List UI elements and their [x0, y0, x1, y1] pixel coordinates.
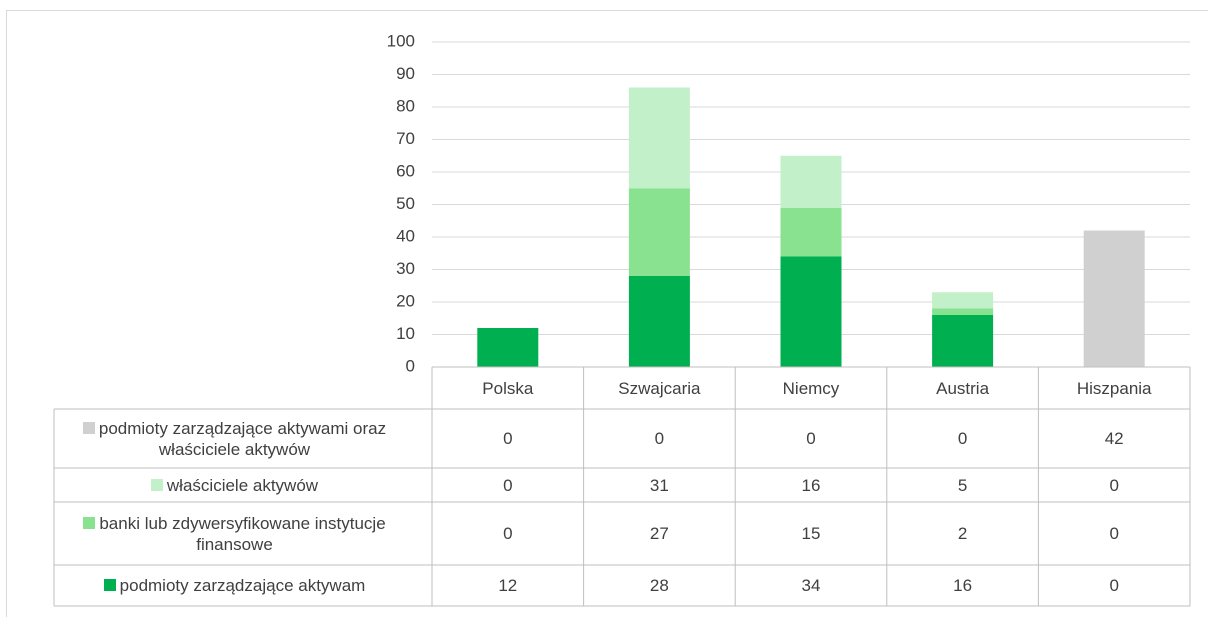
y-tick-label: 100 — [387, 31, 415, 50]
table-value: 42 — [1104, 429, 1124, 448]
bar-segment — [628, 188, 690, 276]
y-tick-label: 30 — [396, 259, 415, 278]
y-tick-label: 60 — [396, 161, 415, 180]
table-value: 0 — [957, 429, 968, 448]
legend-entry: właściciele aktywów — [54, 468, 432, 502]
x-tick-label: Hiszpania — [1076, 378, 1152, 398]
legend-swatch — [82, 421, 95, 434]
bar-segment — [932, 308, 994, 315]
legend-box: właściciele aktywów — [62, 475, 407, 496]
legend-box: podmioty zarządzające aktywam — [62, 575, 407, 596]
x-tick-label: Austria — [936, 378, 990, 398]
y-tick-label: 40 — [396, 226, 415, 245]
bar-segment — [932, 315, 994, 367]
table-value: 16 — [953, 576, 973, 595]
legend-swatch — [103, 579, 116, 591]
y-tick-label: 0 — [406, 356, 415, 375]
table-value: 0 — [503, 524, 513, 543]
y-tick-label: 20 — [396, 291, 415, 310]
y-tick-label: 90 — [396, 64, 415, 83]
table-value: 0 — [503, 429, 513, 448]
bar-segment — [477, 328, 539, 367]
legend-entry: podmioty zarządzające aktywami oraz właś… — [54, 409, 432, 468]
bar-segment — [780, 155, 842, 208]
legend-entry: podmioty zarządzające aktywam — [54, 565, 432, 606]
legend-swatch — [83, 516, 96, 529]
table-value: 28 — [649, 576, 669, 595]
y-tick-label: 50 — [396, 194, 415, 213]
table-value: 27 — [649, 524, 669, 543]
x-tick-label: Niemcy — [782, 378, 840, 398]
table-value: 15 — [801, 524, 821, 543]
x-tick-label: Polska — [482, 378, 534, 398]
bar-segment — [1083, 230, 1145, 367]
table-value: 0 — [806, 429, 816, 448]
table-value: 0 — [654, 429, 665, 448]
table-value: 0 — [503, 475, 513, 495]
legend-box: podmioty zarządzające aktywami oraz właś… — [62, 418, 407, 460]
table-value: 34 — [801, 576, 821, 595]
table-value: 5 — [957, 475, 968, 495]
legend-label: podmioty zarządzające aktywami oraz właś… — [98, 418, 387, 459]
legend-label: banki lub zdywersyfikowane instytucje fi… — [99, 513, 386, 554]
table-value: 0 — [1109, 576, 1119, 595]
legend-entry: banki lub zdywersyfikowane instytucje fi… — [54, 502, 432, 565]
y-tick-label: 70 — [396, 129, 415, 148]
table-value: 0 — [1109, 524, 1119, 543]
y-tick-label: 10 — [396, 324, 415, 343]
bar-segment — [780, 256, 842, 367]
y-tick-label: 80 — [396, 96, 415, 115]
legend-box: banki lub zdywersyfikowane instytucje fi… — [62, 513, 407, 555]
x-tick-label: Szwajcaria — [618, 378, 701, 398]
legend-label: podmioty zarządzające aktywam — [119, 576, 366, 595]
table-value: 2 — [957, 524, 968, 543]
table-value: 12 — [498, 576, 518, 595]
bar-segment — [628, 87, 690, 189]
bar-segment — [628, 276, 690, 367]
chart-frame — [6, 10, 1208, 617]
table-value: 16 — [801, 475, 821, 495]
bar-segment — [932, 292, 994, 309]
legend-swatch — [150, 478, 163, 491]
bar-segment — [780, 207, 842, 257]
table-value: 31 — [649, 475, 669, 495]
legend-label: właściciele aktywów — [166, 475, 319, 495]
table-value: 0 — [1109, 475, 1119, 495]
